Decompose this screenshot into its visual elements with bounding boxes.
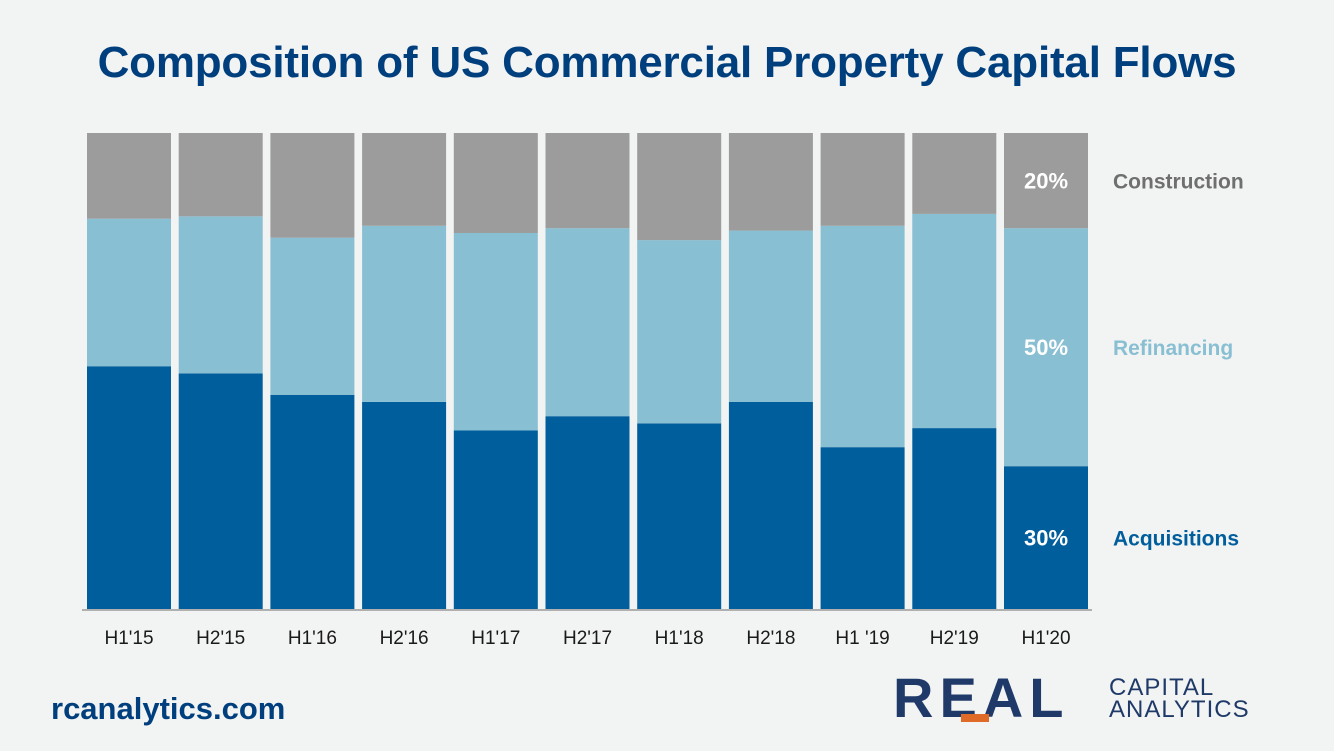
data-label-refinancing: 50%: [1024, 335, 1068, 360]
bar-segment-refinancing-h2-19: [912, 213, 997, 429]
bar-segment-construction-h1-15: [87, 133, 171, 219]
x-tick-label: H2'17: [563, 628, 612, 649]
bar-segment-refinancing-h2-16: [362, 225, 447, 402]
bar-segment-acquisitions-h2-17: [545, 416, 630, 609]
bar-segment-refinancing-h1-20: [1004, 228, 1088, 467]
bar-segment-refinancing-h1-19: [820, 225, 905, 448]
bar-segment-construction-h1-16: [270, 133, 355, 238]
bar-segment-acquisitions-h1-18: [637, 423, 722, 609]
x-tick-label: H1 '19: [835, 628, 889, 649]
data-label-construction: 20%: [1024, 169, 1068, 194]
bar-segment-acquisitions-h2-16: [362, 401, 447, 609]
company-logo: REAL CAPITAL ANALYTICS: [893, 670, 1313, 726]
bars-group: [82, 133, 1092, 611]
x-tick-label: H1'20: [1021, 628, 1070, 649]
bar-segment-construction-h2-15: [178, 133, 263, 217]
bar-segment-construction-h2-17: [545, 133, 630, 229]
x-tick-label: H2'19: [930, 628, 979, 649]
bar-segment-construction-h1-20: [1004, 133, 1088, 229]
chart-title: Composition of US Commercial Property Ca…: [97, 38, 1237, 87]
bar-segment-acquisitions-h1-20: [1004, 466, 1088, 609]
x-tick-label: H2'18: [746, 628, 795, 649]
bar-segment-construction-h2-19: [912, 133, 997, 214]
bar-segment-acquisitions-h2-15: [178, 373, 263, 609]
bar-segment-acquisitions-h1-15: [87, 366, 171, 609]
bar-segment-construction-h1-19: [820, 133, 905, 226]
x-tick-label: H1'17: [471, 628, 520, 649]
x-tick-labels: H1'15 H2'15 H1'16 H2'16 H1'17 H2'17 H1'18 H2'18…: [104, 628, 1070, 649]
logo-accent-bar: [961, 714, 989, 722]
bar-segment-construction-h1-18: [637, 133, 722, 241]
bar-segment-acquisitions-h1-16: [270, 394, 355, 609]
bar-segment-construction-h2-18: [728, 133, 813, 231]
data-labels-group: 30% 50% 20%: [1024, 169, 1068, 551]
x-tick-label: H1'15: [104, 628, 153, 649]
bar-segment-construction-h1-17: [453, 133, 538, 233]
bar-segment-refinancing-h2-15: [178, 216, 263, 374]
legend-label-construction: Construction: [1113, 171, 1244, 194]
bar-segment-refinancing-h2-18: [728, 230, 813, 402]
bar-segment-refinancing-h1-16: [270, 237, 355, 395]
bar-segment-acquisitions-h1-17: [453, 430, 538, 609]
bar-segment-refinancing-h1-18: [637, 240, 722, 424]
website-link[interactable]: rcanalytics.com: [51, 691, 286, 726]
legend-label-acquisitions: Acquisitions: [1113, 528, 1239, 551]
bar-segment-refinancing-h1-17: [453, 233, 538, 431]
logo-line-1: CAPITAL: [1109, 674, 1215, 701]
x-tick-label: H2'15: [196, 628, 245, 649]
bar-segment-refinancing-h1-15: [87, 218, 171, 367]
x-tick-label: H2'16: [380, 628, 429, 649]
x-tick-label: H1'18: [655, 628, 704, 649]
data-label-acquisitions: 30%: [1024, 526, 1068, 551]
legend-group: Acquisitions Refinancing Construction: [1113, 171, 1244, 551]
bar-segment-construction-h2-16: [362, 133, 447, 226]
bar-segment-acquisitions-h2-19: [912, 428, 997, 609]
bar-segment-acquisitions-h1-19: [820, 447, 905, 609]
x-tick-label: H1'16: [288, 628, 337, 649]
logo-line-2: ANALYTICS: [1109, 696, 1250, 723]
legend-label-refinancing: Refinancing: [1113, 337, 1233, 360]
bar-segment-refinancing-h2-17: [545, 228, 630, 417]
bar-segment-acquisitions-h2-18: [728, 401, 813, 609]
